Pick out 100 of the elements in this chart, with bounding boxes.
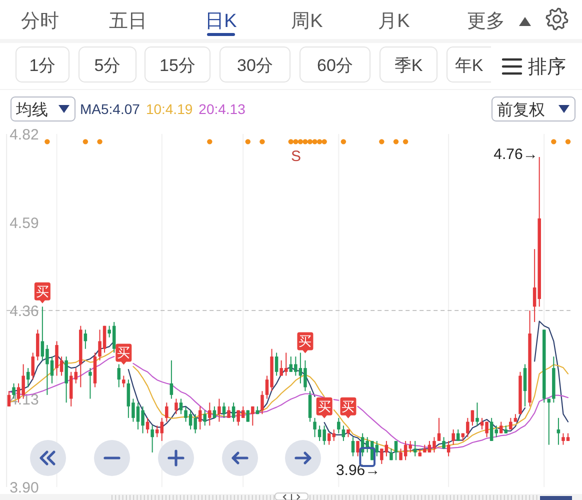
- candlestick: [69, 371, 73, 407]
- candlestick: [26, 368, 30, 388]
- candlestick: [452, 428, 455, 446]
- point: [260, 139, 265, 144]
- text: 3.96→: [336, 462, 380, 479]
- candlestick: [150, 425, 154, 453]
- candlestick: [179, 398, 183, 415]
- point: [379, 139, 384, 144]
- candlestick: [198, 406, 202, 430]
- text: 20:4.13: [198, 101, 246, 117]
- candlestick: [356, 440, 360, 457]
- point: [293, 139, 298, 144]
- text: 月K: [378, 11, 410, 32]
- candlestick: [155, 425, 159, 438]
- y-tick-label: 3.90: [10, 480, 39, 496]
- candlestick: [251, 406, 254, 426]
- point: [44, 139, 50, 144]
- text: 分时: [21, 11, 59, 32]
- candlestick: [146, 417, 150, 434]
- text: 4.76→: [494, 146, 538, 164]
- candlestick: [208, 402, 212, 426]
- series-label: 买: [298, 334, 312, 349]
- y-tick-label: 4.36: [10, 303, 39, 320]
- text: 买: [342, 398, 355, 414]
- point: [312, 139, 318, 144]
- candlestick: [413, 440, 417, 457]
- text: 五日: [109, 11, 147, 32]
- candlestick: [7, 390, 11, 407]
- text: 60分: [317, 56, 353, 75]
- point: [307, 139, 313, 144]
- text: 买: [318, 398, 331, 414]
- candlestick: [556, 417, 560, 446]
- candlestick: [394, 440, 398, 461]
- candlestick: [88, 368, 92, 400]
- text: 买: [117, 345, 130, 360]
- candlestick: [337, 417, 340, 434]
- y-tick-label: 4.59: [10, 214, 39, 232]
- candlestick: [222, 402, 226, 418]
- y-tick-label: 4.82: [10, 126, 39, 144]
- point: [316, 139, 322, 144]
- text: 15分: [160, 56, 196, 75]
- candlestick: [203, 410, 207, 426]
- legend-label: MA5:4.07: [80, 101, 140, 117]
- point: [97, 139, 102, 144]
- text: 更多: [467, 11, 505, 32]
- candlestick: [466, 417, 470, 438]
- text: 周K: [291, 11, 324, 32]
- candlestick: [351, 436, 355, 457]
- candlestick: [509, 417, 512, 430]
- candlestick: [227, 406, 230, 418]
- candlestick: [117, 364, 121, 388]
- candlestick: [308, 390, 312, 422]
- text: 季K: [394, 56, 424, 75]
- text: 30分: [237, 56, 273, 75]
- candlestick: [122, 375, 126, 388]
- candlestick: [470, 410, 474, 426]
- point: [82, 139, 88, 144]
- candlestick: [64, 356, 68, 404]
- candlestick: [274, 352, 278, 376]
- candlestick: [456, 428, 460, 442]
- candlestick: [232, 402, 236, 422]
- text: 5分: [94, 56, 121, 75]
- point: [207, 139, 212, 144]
- candlestick: [499, 421, 503, 434]
- candlestick: [31, 352, 34, 380]
- candlestick: [212, 406, 216, 418]
- candlestick: [476, 402, 479, 426]
- text: 买: [36, 284, 49, 299]
- point: [298, 139, 304, 144]
- annotation: S: [290, 148, 302, 165]
- text: 排序: [528, 56, 566, 78]
- point: [245, 139, 250, 144]
- text: 10:4.19: [146, 101, 193, 117]
- text: 均线: [15, 101, 48, 119]
- point: [288, 139, 294, 144]
- candlestick: [84, 329, 88, 350]
- text: 1分: [29, 56, 56, 75]
- text: 年K: [454, 56, 484, 75]
- candlestick: [170, 360, 174, 400]
- candlestick: [446, 440, 450, 457]
- text: 日K: [205, 11, 238, 32]
- point: [322, 139, 327, 144]
- point: [551, 139, 556, 144]
- text: 前复权: [497, 101, 545, 119]
- point: [393, 139, 399, 144]
- candlestick: [260, 390, 264, 415]
- candlestick: [313, 417, 316, 438]
- candlestick: [375, 440, 379, 457]
- point: [340, 139, 346, 144]
- point: [402, 139, 408, 144]
- candlestick: [523, 364, 527, 407]
- candlestick: [165, 402, 168, 422]
- candlestick: [160, 417, 164, 442]
- candlestick: [437, 417, 441, 442]
- point: [302, 139, 308, 144]
- candlestick: [342, 425, 346, 442]
- point: [565, 139, 571, 144]
- candlestick: [36, 329, 40, 361]
- candlestick: [174, 398, 178, 415]
- candlestick: [74, 368, 78, 384]
